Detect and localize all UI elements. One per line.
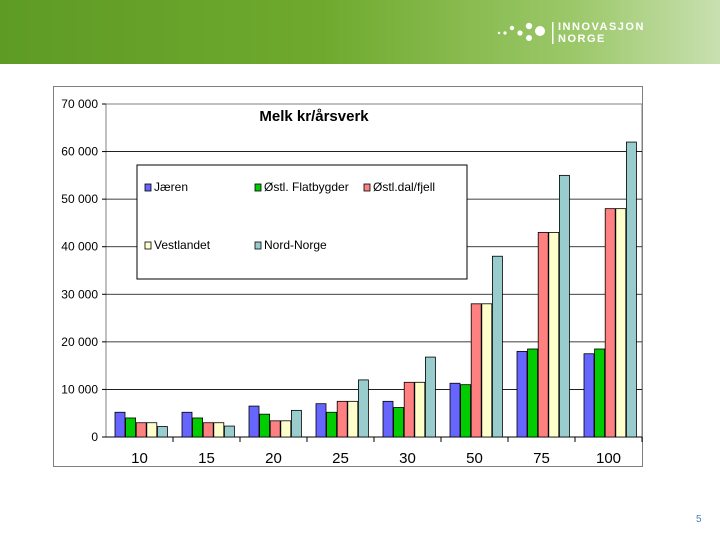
bar xyxy=(615,208,627,438)
chart-frame: 0 10 000 20 000 30 000 40 000 50 000 60 000 70 … xyxy=(53,86,643,467)
y-tick-label: 40 000 xyxy=(61,240,98,254)
bar xyxy=(114,411,126,438)
bar xyxy=(181,411,193,438)
legend-label: Østl. Flatbygder xyxy=(264,180,349,194)
bar xyxy=(248,405,260,438)
bar xyxy=(135,422,147,438)
x-tick-label: 50 xyxy=(466,450,483,467)
bar xyxy=(626,141,637,438)
bar xyxy=(223,425,235,438)
bar xyxy=(491,255,503,438)
x-tick-label: 15 xyxy=(198,450,215,467)
bar xyxy=(202,422,214,438)
bar-chart: 0 10 000 20 000 30 000 40 000 50 000 60 000 70 … xyxy=(61,97,643,467)
bar xyxy=(449,382,461,438)
y-tick-label: 50 000 xyxy=(61,192,98,206)
y-tick-label: 20 000 xyxy=(61,335,98,349)
legend-swatch xyxy=(254,183,262,192)
legend-label: Nord-Norge xyxy=(264,238,327,252)
y-tick-label: 30 000 xyxy=(61,287,98,301)
legend-label: Jæren xyxy=(154,180,188,194)
bar xyxy=(414,381,426,438)
bar xyxy=(259,413,271,438)
bar xyxy=(269,420,281,438)
logo-dots-icon xyxy=(497,22,554,44)
bar xyxy=(594,348,605,438)
header-band xyxy=(0,0,720,64)
legend-swatch xyxy=(144,183,152,192)
legend-swatch xyxy=(254,241,262,250)
bar xyxy=(315,403,327,438)
y-tick-label: 60 000 xyxy=(61,145,98,159)
bar xyxy=(583,353,595,438)
bar xyxy=(125,417,136,438)
bar xyxy=(213,422,225,438)
bar xyxy=(460,384,472,438)
bar xyxy=(347,400,359,438)
y-tick-label: 0 xyxy=(91,430,98,444)
x-tick-label: 100 xyxy=(596,450,621,467)
x-tick-label: 20 xyxy=(265,450,282,467)
bar xyxy=(548,232,560,438)
y-tick-label: 70 000 xyxy=(61,97,98,111)
page-number: 5 xyxy=(696,514,702,525)
bar xyxy=(424,356,436,438)
legend-swatch xyxy=(144,241,152,250)
bar xyxy=(393,407,405,438)
legend-swatch xyxy=(363,183,371,192)
logo-line2: NORGE xyxy=(558,33,606,45)
bar xyxy=(290,409,302,438)
bar xyxy=(481,303,493,438)
x-tick-label: 25 xyxy=(332,450,349,467)
bar xyxy=(527,348,539,438)
bar xyxy=(157,426,168,438)
logo-line1: INNOVASJON xyxy=(558,21,645,33)
x-tick-label: 75 xyxy=(533,450,550,467)
bar xyxy=(403,381,415,438)
bar xyxy=(537,232,549,438)
bar xyxy=(604,208,616,438)
bar xyxy=(192,417,204,438)
x-tick-label: 30 xyxy=(399,450,416,467)
bar xyxy=(146,422,158,438)
bar xyxy=(357,379,369,438)
legend-box xyxy=(136,164,468,280)
bar xyxy=(382,400,394,438)
x-tick-label: 10 xyxy=(131,450,148,467)
bar xyxy=(516,350,528,438)
bar xyxy=(326,411,338,438)
bar xyxy=(280,420,292,438)
bar xyxy=(558,174,570,438)
bar xyxy=(470,303,482,438)
bar xyxy=(336,400,348,438)
legend-label: Østl.dal/fjell xyxy=(373,180,435,194)
chart-title: Melk kr/årsverk xyxy=(259,108,369,125)
innovasjon-norge-logo: INNOVASJON NORGE xyxy=(495,16,655,50)
legend-label: Vestlandet xyxy=(154,238,211,252)
y-tick-label: 10 000 xyxy=(61,382,98,396)
